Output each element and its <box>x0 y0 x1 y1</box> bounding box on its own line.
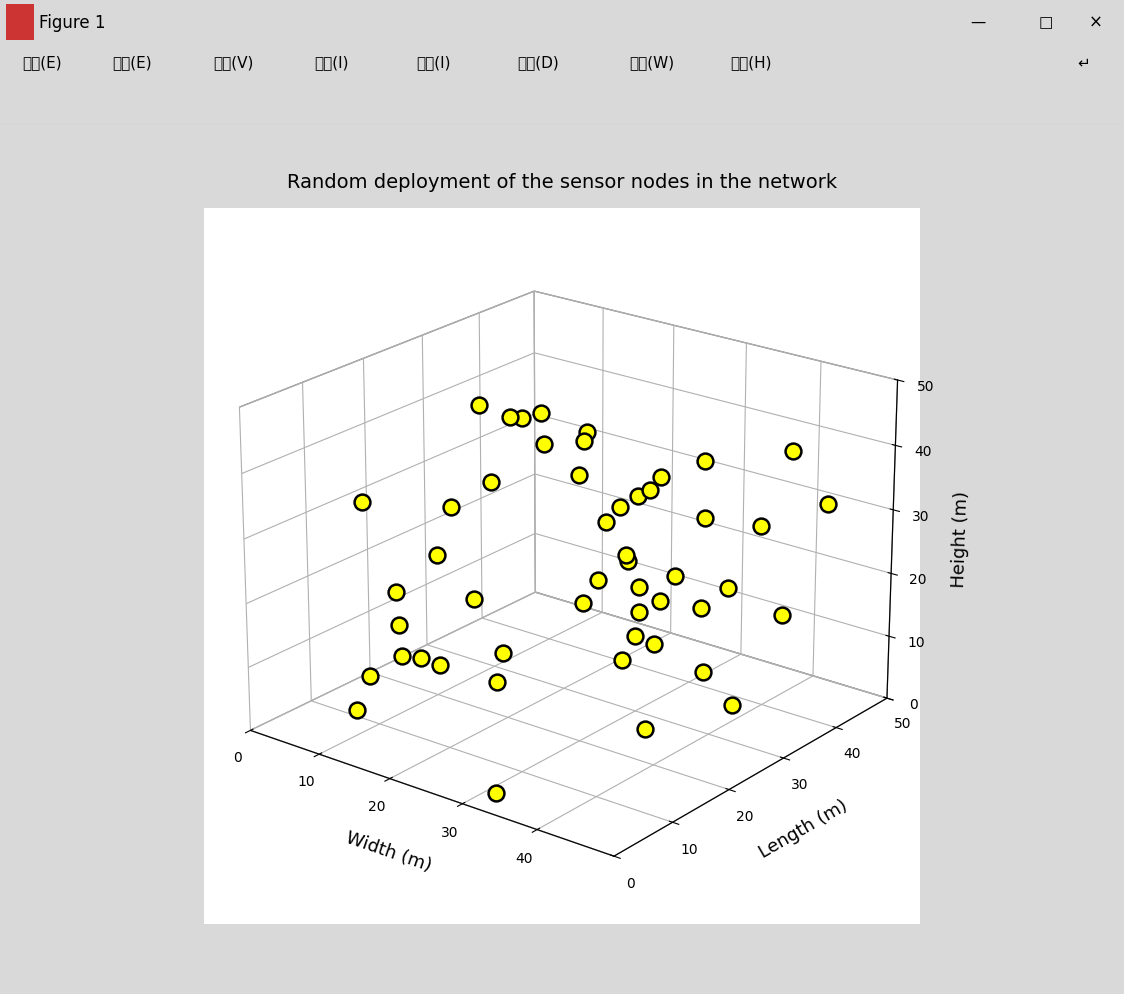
Bar <box>6 5 34 41</box>
Text: ↵: ↵ <box>1078 55 1090 70</box>
Text: □: □ <box>1039 15 1052 30</box>
Text: 插入(I): 插入(I) <box>315 55 350 70</box>
Text: 文件(E): 文件(E) <box>22 55 62 70</box>
Text: Figure 1: Figure 1 <box>39 14 106 32</box>
Text: 查看(V): 查看(V) <box>214 55 254 70</box>
Text: 工具(I): 工具(I) <box>416 55 451 70</box>
Text: 桌面(D): 桌面(D) <box>517 55 559 70</box>
Title: Random deployment of the sensor nodes in the network: Random deployment of the sensor nodes in… <box>287 173 837 192</box>
Text: 帮助(H): 帮助(H) <box>731 55 772 70</box>
Text: —: — <box>970 15 986 30</box>
Text: 编辑(E): 编辑(E) <box>112 55 152 70</box>
Text: 窗口(W): 窗口(W) <box>629 55 674 70</box>
Text: ×: × <box>1089 14 1103 32</box>
Y-axis label: Length (m): Length (m) <box>755 796 851 861</box>
X-axis label: Width (m): Width (m) <box>344 828 434 874</box>
